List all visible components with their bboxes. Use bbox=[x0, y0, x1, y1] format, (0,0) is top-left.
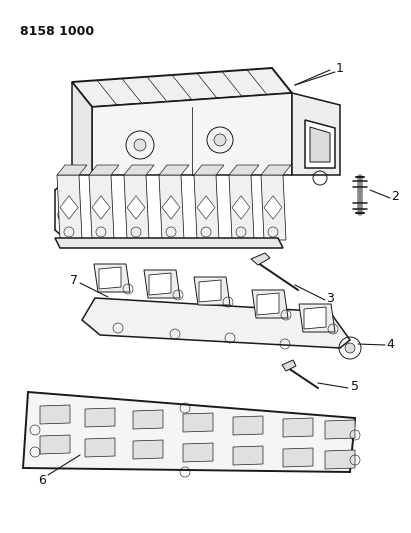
Polygon shape bbox=[72, 82, 92, 175]
Polygon shape bbox=[194, 165, 224, 175]
Text: 3: 3 bbox=[326, 292, 334, 304]
Polygon shape bbox=[57, 175, 82, 240]
Text: 5: 5 bbox=[351, 381, 359, 393]
Polygon shape bbox=[304, 307, 326, 329]
Polygon shape bbox=[257, 293, 279, 315]
Polygon shape bbox=[183, 443, 213, 462]
Polygon shape bbox=[197, 196, 215, 219]
Polygon shape bbox=[124, 175, 149, 240]
Polygon shape bbox=[283, 418, 313, 437]
Text: 8158 1000: 8158 1000 bbox=[20, 25, 94, 38]
Polygon shape bbox=[283, 448, 313, 467]
Polygon shape bbox=[233, 416, 263, 435]
Polygon shape bbox=[159, 165, 189, 175]
Polygon shape bbox=[127, 196, 145, 219]
Polygon shape bbox=[183, 413, 213, 432]
Text: 7: 7 bbox=[70, 273, 78, 287]
Polygon shape bbox=[57, 165, 87, 175]
Polygon shape bbox=[40, 435, 70, 454]
Circle shape bbox=[345, 343, 355, 353]
Polygon shape bbox=[233, 446, 263, 465]
Polygon shape bbox=[92, 93, 292, 175]
Polygon shape bbox=[299, 304, 335, 332]
Polygon shape bbox=[89, 175, 114, 240]
Polygon shape bbox=[124, 165, 154, 175]
Text: 2: 2 bbox=[391, 190, 399, 203]
Polygon shape bbox=[261, 175, 286, 240]
Text: 6: 6 bbox=[38, 473, 46, 487]
Polygon shape bbox=[199, 280, 221, 302]
Polygon shape bbox=[305, 120, 335, 168]
Polygon shape bbox=[40, 405, 70, 424]
Polygon shape bbox=[229, 165, 259, 175]
Polygon shape bbox=[194, 175, 219, 240]
Polygon shape bbox=[251, 253, 270, 265]
Polygon shape bbox=[55, 238, 283, 248]
Polygon shape bbox=[232, 196, 250, 219]
Text: 1: 1 bbox=[336, 61, 344, 75]
Polygon shape bbox=[133, 410, 163, 429]
Polygon shape bbox=[23, 392, 355, 472]
Polygon shape bbox=[149, 273, 171, 295]
Polygon shape bbox=[82, 298, 350, 348]
Polygon shape bbox=[144, 270, 180, 298]
Polygon shape bbox=[264, 196, 282, 219]
Polygon shape bbox=[85, 408, 115, 427]
Polygon shape bbox=[94, 264, 130, 292]
Polygon shape bbox=[159, 175, 184, 240]
Circle shape bbox=[134, 139, 146, 151]
Polygon shape bbox=[310, 127, 330, 162]
Polygon shape bbox=[85, 438, 115, 457]
Circle shape bbox=[214, 134, 226, 146]
Polygon shape bbox=[72, 68, 292, 107]
Polygon shape bbox=[325, 420, 355, 439]
Polygon shape bbox=[252, 290, 288, 318]
Polygon shape bbox=[282, 360, 296, 371]
Polygon shape bbox=[99, 267, 121, 289]
Polygon shape bbox=[92, 196, 110, 219]
Polygon shape bbox=[261, 165, 291, 175]
Polygon shape bbox=[292, 93, 340, 175]
Polygon shape bbox=[162, 196, 180, 219]
Text: 4: 4 bbox=[386, 337, 394, 351]
Polygon shape bbox=[194, 277, 230, 305]
Polygon shape bbox=[133, 440, 163, 459]
Polygon shape bbox=[89, 165, 119, 175]
Polygon shape bbox=[325, 450, 355, 469]
Polygon shape bbox=[60, 196, 78, 219]
Polygon shape bbox=[229, 175, 254, 240]
